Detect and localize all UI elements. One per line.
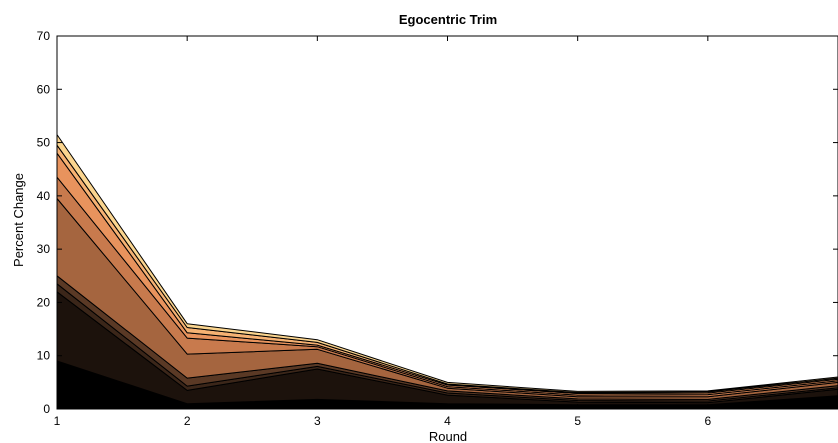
y-tick-label: 60 bbox=[37, 82, 51, 96]
y-tick-label: 30 bbox=[37, 242, 51, 256]
x-tick-label: 1 bbox=[54, 414, 61, 428]
x-tick-label: 3 bbox=[314, 414, 321, 428]
y-axis-label: Percent Change bbox=[11, 173, 26, 267]
y-tick-label: 50 bbox=[37, 136, 51, 150]
y-tick-label: 20 bbox=[37, 295, 51, 309]
y-tick-label: 10 bbox=[37, 349, 51, 363]
y-tick-label: 0 bbox=[43, 402, 50, 416]
x-tick-label: 6 bbox=[704, 414, 711, 428]
area-series-9 bbox=[56, 134, 838, 393]
x-axis-label: Round bbox=[429, 429, 467, 443]
x-tick-label: 5 bbox=[574, 414, 581, 428]
chart-title: Egocentric Trim bbox=[399, 12, 497, 27]
x-tick-label: 2 bbox=[184, 414, 191, 428]
y-tick-label: 70 bbox=[37, 29, 51, 43]
y-tick-label: 40 bbox=[37, 189, 51, 203]
x-tick-label: 4 bbox=[444, 414, 451, 428]
stacked-areas bbox=[56, 134, 838, 410]
